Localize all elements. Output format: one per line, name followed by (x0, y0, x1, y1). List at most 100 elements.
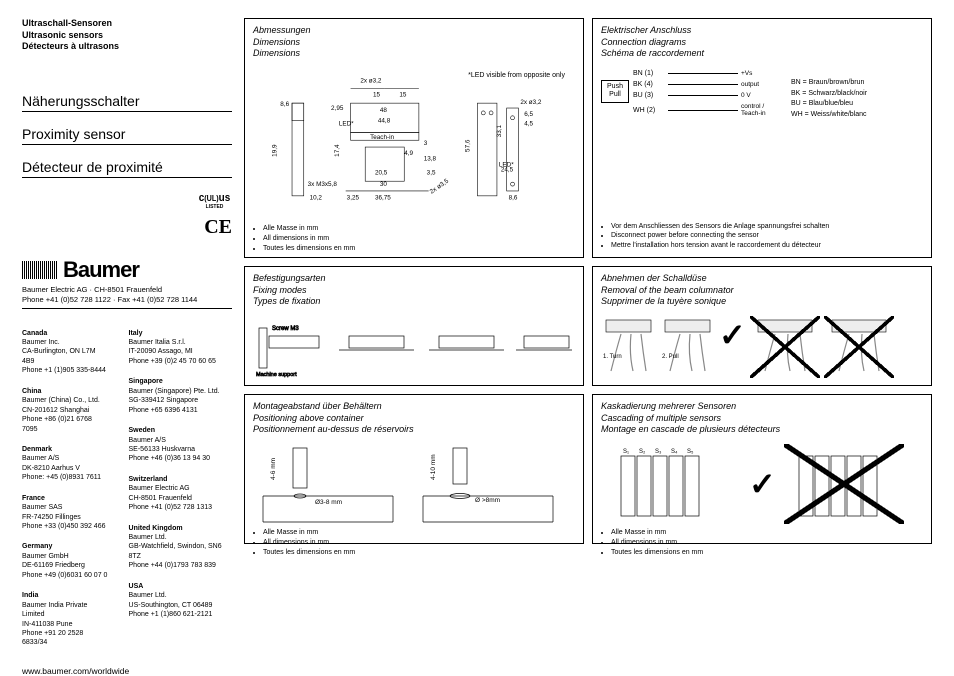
pos-svg1: 4-6 mm Ø3-8 mm (253, 444, 403, 524)
fix-body: Screw M3 Machine support (253, 316, 575, 379)
pos-title-de: Montageabstand über Behältern (253, 401, 382, 411)
office-phone: Phone +41 (0)52 728 1313 (129, 503, 232, 512)
logo-bars-icon (22, 261, 57, 279)
company-line1: Baumer Electric AG · CH-8501 Frauenfeld (22, 285, 232, 295)
cascade-body: S₁S₂S₃S₄S₅ ✓ (601, 444, 923, 524)
svg-text:8,6: 8,6 (280, 101, 289, 108)
svg-text:57,6: 57,6 (465, 139, 472, 152)
office-country: France (22, 494, 109, 503)
svg-text:4,5: 4,5 (524, 121, 533, 128)
removal-step1: 1. Turn (601, 316, 656, 378)
conn-title-de: Elektrischer Anschluss (601, 25, 691, 35)
office-phone: Phone +39 (0)2 45 70 60 65 (129, 357, 232, 366)
office-addr: SE-56133 Huskvarna (129, 445, 232, 454)
svg-text:4-10 mm: 4-10 mm (430, 454, 437, 480)
conn-diagram: Push Pull BN (1)+Vs BK (4)output BU (3)0… (601, 70, 781, 144)
office-company: Baumer (China) Co., Ltd. (22, 396, 109, 405)
product-title-fr: Détecteur de proximité (22, 159, 232, 178)
cascade-note-1: All dimensions in mm (611, 538, 923, 548)
office: SwitzerlandBaumer Electric AGCH-8501 Fra… (129, 475, 232, 513)
conn-body: Push Pull BN (1)+Vs BK (4)output BU (3)0… (601, 70, 923, 144)
header-fr: Détecteurs à ultrasons (22, 41, 232, 53)
svg-text:S₅: S₅ (687, 449, 694, 455)
svg-text:Screw M3: Screw M3 (272, 326, 299, 332)
product-title-de: Näherungsschalter (22, 93, 232, 112)
cascade-ok: S₁S₂S₃S₄S₅ (601, 444, 741, 524)
svg-text:Machine support: Machine support (256, 372, 297, 378)
offices-left: CanadaBaumer Inc.CA-Burlington, ON L7M 4… (22, 329, 109, 648)
svg-text:6,5: 6,5 (524, 111, 533, 118)
right-column: Abmessungen Dimensions Dimensions *LED v… (244, 18, 932, 657)
wire-bu: BU (3)0 V (633, 92, 781, 99)
svg-text:Ø3-8 mm: Ø3-8 mm (315, 499, 342, 506)
office-company: Baumer Ltd. (129, 533, 232, 542)
fix-title: Befestigungsarten Fixing modes Types de … (253, 273, 575, 308)
svg-text:3,25: 3,25 (347, 195, 360, 202)
dim-notes: Alle Masse in mm All dimensions in mm To… (253, 224, 575, 253)
cert-ul: c(UL)us (199, 192, 230, 204)
legend-bu: BU = Blau/blue/bleu (791, 99, 867, 110)
cascading-panel: Kaskadierung mehrerer Sensoren Cascading… (592, 394, 932, 544)
removal-title-de: Abnehmen der Schalldüse (601, 273, 707, 283)
svg-text:36,75: 36,75 (375, 195, 391, 202)
svg-text:15: 15 (373, 91, 381, 98)
office-company: Baumer A/S (22, 454, 109, 463)
office-country: Singapore (129, 377, 232, 386)
office-phone: Phone +86 (0)21 6768 7095 (22, 415, 109, 434)
row1: Abmessungen Dimensions Dimensions *LED v… (244, 18, 932, 258)
office-country: Switzerland (129, 475, 232, 484)
removal-panel: Abnehmen der Schalldüse Removal of the b… (592, 266, 932, 386)
office: ItalyBaumer Italia S.r.l.IT-20090 Assago… (129, 329, 232, 367)
office-company: Baumer Ltd. (129, 591, 232, 600)
office-company: Baumer GmbH (22, 552, 109, 561)
office-addr: CA-Burlington, ON L7M 4B9 (22, 347, 109, 366)
office-country: Denmark (22, 445, 109, 454)
svg-text:S₁: S₁ (623, 449, 629, 455)
checkmark-icon: ✓ (719, 316, 746, 379)
office-country: Sweden (129, 426, 232, 435)
svg-text:LED*: LED* (339, 121, 354, 128)
dim-title-de: Abmessungen (253, 25, 311, 35)
connection-panel: Elektrischer Anschluss Connection diagra… (592, 18, 932, 258)
svg-text:Ø >8mm: Ø >8mm (475, 497, 500, 504)
office-country: United Kingdom (129, 524, 232, 533)
svg-text:3x M3x5,8: 3x M3x5,8 (308, 181, 338, 188)
office-addr: DK-8210 Aarhus V (22, 464, 109, 473)
cascade-notes: Alle Masse in mm All dimensions in mm To… (601, 528, 923, 557)
office-company: Baumer A/S (129, 436, 232, 445)
pos-body: 4-6 mm Ø3-8 mm 4-10 mm Ø >8mm (253, 444, 575, 524)
office: ChinaBaumer (China) Co., Ltd.CN-201612 S… (22, 387, 109, 434)
svg-text:10,2: 10,2 (310, 195, 323, 202)
fix-title-en: Fixing modes (253, 285, 307, 295)
office-addr: GB-Watchfield, Swindon, SN6 8TZ (129, 542, 232, 561)
office-phone: Phone +46 (0)36 13 94 30 (129, 454, 232, 463)
pos-title-fr: Positionnement au-dessus de réservoirs (253, 424, 414, 434)
svg-text:4,9: 4,9 (404, 150, 413, 157)
pos-notes: Alle Masse in mm All dimensions in mm To… (253, 528, 575, 557)
svg-text:13,8: 13,8 (424, 156, 437, 163)
checkmark-icon-2: ✓ (749, 465, 776, 503)
svg-text:2,95: 2,95 (331, 105, 344, 112)
wire-wh: WH (2)control / Teach-in (633, 103, 781, 117)
svg-text:3,5: 3,5 (427, 169, 436, 176)
svg-text:1. Turn: 1. Turn (603, 354, 622, 360)
cascade-note-0: Alle Masse in mm (611, 528, 923, 538)
offices-right: ItalyBaumer Italia S.r.l.IT-20090 Assago… (129, 329, 232, 648)
svg-text:Teach-in: Teach-in (370, 134, 394, 141)
fix-title-de: Befestigungsarten (253, 273, 326, 283)
product-title-en: Proximity sensor (22, 126, 232, 145)
logo-text: Baumer (63, 257, 139, 283)
conn-title: Elektrischer Anschluss Connection diagra… (601, 25, 923, 60)
office-phone: Phone +1 (1)860 621-2121 (129, 610, 232, 619)
svg-text:33,1: 33,1 (496, 125, 503, 138)
conn-legend: BN = Braun/brown/brun BK = Schwarz/black… (791, 78, 867, 144)
office-country: Italy (129, 329, 232, 338)
dim-title-en: Dimensions (253, 37, 300, 47)
header-en: Ultrasonic sensors (22, 30, 232, 42)
removal-step2: 2. Pull (660, 316, 715, 378)
dim-title-fr: Dimensions (253, 48, 300, 58)
office-phone: Phone +1 (1)905 335-8444 (22, 366, 109, 375)
fix-title-fr: Types de fixation (253, 296, 320, 306)
office-country: Canada (22, 329, 109, 338)
svg-text:19,9: 19,9 (271, 144, 278, 157)
